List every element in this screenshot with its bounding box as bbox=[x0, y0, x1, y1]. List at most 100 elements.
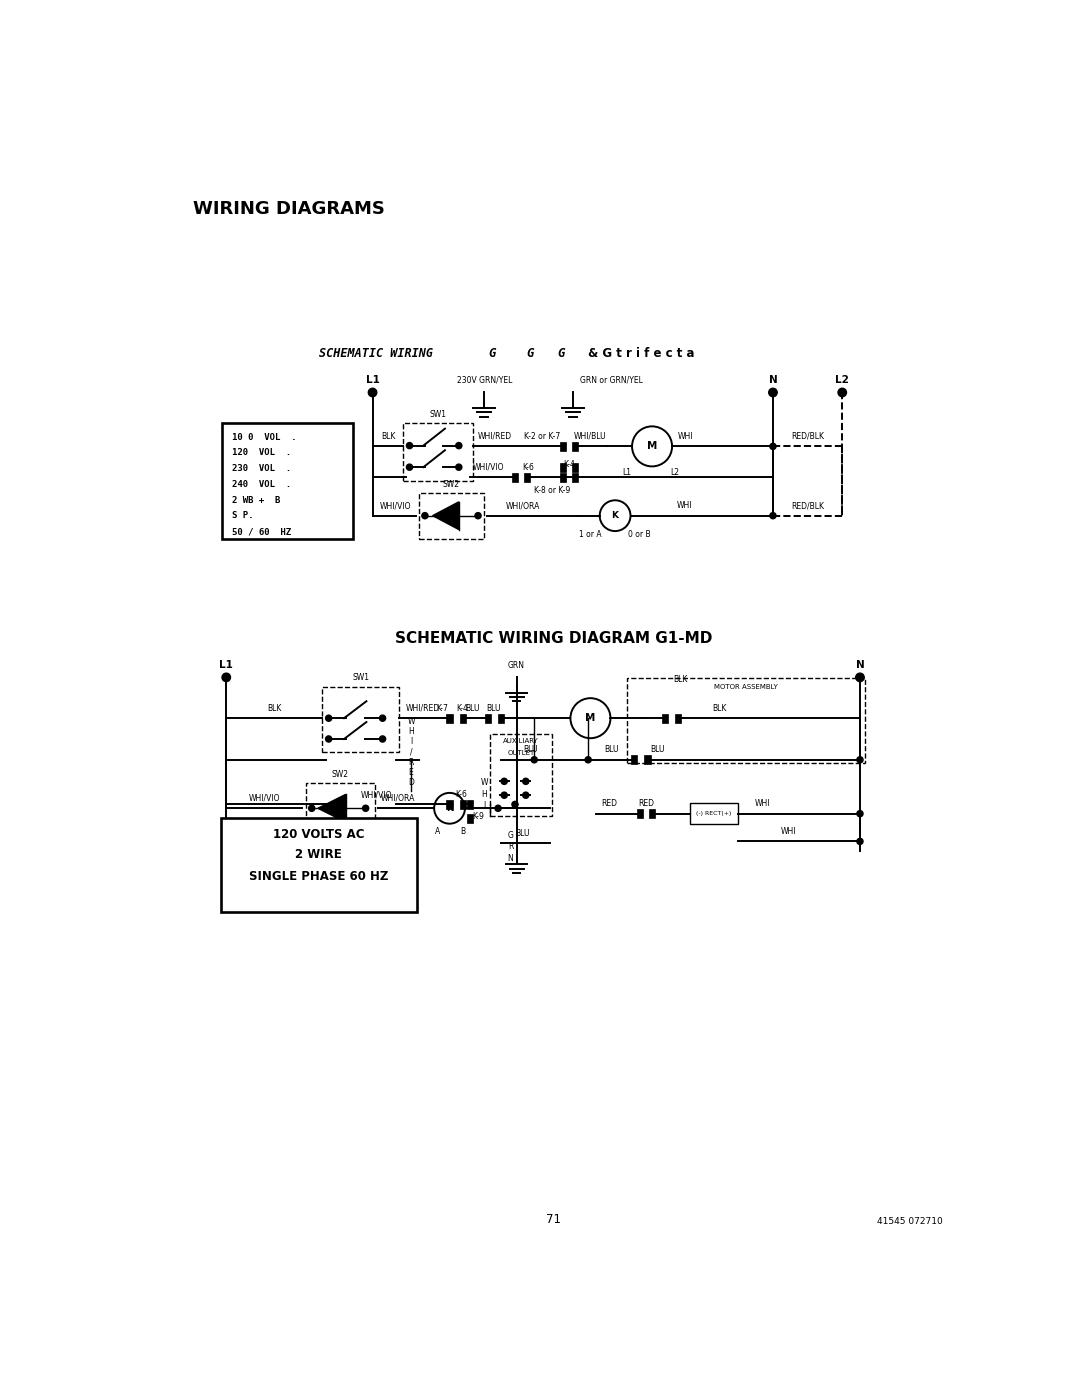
Circle shape bbox=[379, 715, 386, 721]
Bar bbox=[662, 714, 669, 722]
Circle shape bbox=[856, 810, 863, 817]
Text: BLK: BLK bbox=[712, 704, 726, 712]
Circle shape bbox=[406, 443, 413, 448]
Bar bbox=[468, 813, 473, 823]
Circle shape bbox=[770, 513, 777, 518]
Text: SW2: SW2 bbox=[443, 479, 460, 489]
Text: L2: L2 bbox=[835, 374, 849, 384]
Circle shape bbox=[838, 388, 847, 397]
Text: 0 or B: 0 or B bbox=[629, 529, 651, 538]
Text: H: H bbox=[482, 789, 487, 799]
Text: K-4: K-4 bbox=[457, 704, 469, 712]
Bar bbox=[626, 678, 865, 763]
Text: L2: L2 bbox=[671, 468, 679, 476]
Text: K-4: K-4 bbox=[563, 460, 575, 469]
Text: W: W bbox=[407, 717, 415, 726]
Text: GRN: GRN bbox=[508, 661, 525, 669]
Bar bbox=[559, 462, 566, 472]
Text: WHI/RED: WHI/RED bbox=[477, 432, 512, 441]
Circle shape bbox=[406, 464, 413, 471]
Polygon shape bbox=[433, 502, 459, 529]
Circle shape bbox=[512, 802, 518, 807]
Text: WHI/ORA: WHI/ORA bbox=[381, 793, 415, 803]
Bar bbox=[306, 782, 375, 831]
Text: SCHEMATIC WIRING: SCHEMATIC WIRING bbox=[319, 348, 433, 360]
Bar bbox=[446, 714, 453, 722]
Text: 120 VOLTS AC: 120 VOLTS AC bbox=[273, 827, 364, 841]
Text: N: N bbox=[855, 659, 864, 669]
Text: OUTLET: OUTLET bbox=[508, 750, 535, 756]
Circle shape bbox=[325, 715, 332, 721]
Text: RED/BLK: RED/BLK bbox=[791, 432, 824, 441]
Text: K-9: K-9 bbox=[473, 812, 485, 821]
Text: M: M bbox=[585, 714, 596, 724]
Text: /: / bbox=[409, 747, 413, 757]
Circle shape bbox=[222, 673, 230, 682]
Text: A: A bbox=[435, 827, 441, 835]
Text: D: D bbox=[408, 778, 414, 787]
Bar bbox=[323, 687, 400, 752]
Bar bbox=[524, 472, 530, 482]
Bar bbox=[468, 800, 473, 809]
Text: 50 / 60  HZ: 50 / 60 HZ bbox=[231, 527, 291, 536]
Text: G: G bbox=[508, 831, 513, 840]
Text: I: I bbox=[483, 802, 485, 810]
Bar bbox=[485, 714, 491, 722]
Text: K: K bbox=[446, 803, 453, 813]
Text: B: B bbox=[460, 827, 465, 835]
Text: 41545 072710: 41545 072710 bbox=[877, 1217, 943, 1227]
Bar bbox=[220, 819, 417, 912]
Text: R: R bbox=[408, 757, 414, 767]
Text: N: N bbox=[508, 854, 513, 863]
Text: WHI: WHI bbox=[677, 502, 692, 510]
Text: BLU: BLU bbox=[515, 828, 530, 838]
Text: GRN or GRN/YEL: GRN or GRN/YEL bbox=[580, 376, 644, 384]
Text: BLU: BLU bbox=[523, 746, 538, 754]
Text: 120  VOL  .: 120 VOL . bbox=[231, 448, 291, 457]
Text: BLU: BLU bbox=[650, 746, 664, 754]
Text: RED: RED bbox=[638, 799, 653, 809]
Bar bbox=[645, 756, 650, 764]
Bar bbox=[572, 472, 578, 482]
Text: WHI: WHI bbox=[781, 827, 796, 835]
Text: WHI/BLU: WHI/BLU bbox=[575, 432, 607, 441]
Text: 2 WIRE: 2 WIRE bbox=[295, 848, 342, 861]
Text: G: G bbox=[488, 348, 496, 360]
Text: L1: L1 bbox=[622, 468, 631, 476]
Text: 10 0  VOL  .: 10 0 VOL . bbox=[231, 433, 296, 441]
Text: BLU: BLU bbox=[604, 746, 619, 754]
Text: AUXILIARY: AUXILIARY bbox=[503, 738, 539, 745]
Text: & G t r i f e c t a: & G t r i f e c t a bbox=[589, 348, 694, 360]
Bar bbox=[490, 733, 552, 816]
Text: K-6: K-6 bbox=[523, 462, 535, 472]
Bar bbox=[559, 472, 566, 482]
Text: G: G bbox=[557, 348, 565, 360]
Text: WHI/VIO: WHI/VIO bbox=[380, 502, 411, 510]
Text: M: M bbox=[647, 441, 658, 451]
Text: BLK: BLK bbox=[381, 432, 395, 441]
Bar bbox=[632, 756, 637, 764]
Bar bbox=[572, 462, 578, 472]
Text: WHI/VIO: WHI/VIO bbox=[249, 793, 281, 803]
Text: WHI/VIO: WHI/VIO bbox=[472, 462, 503, 472]
Text: K-6: K-6 bbox=[455, 791, 467, 799]
Circle shape bbox=[368, 388, 377, 397]
Circle shape bbox=[856, 757, 863, 763]
Text: WHI: WHI bbox=[755, 799, 771, 809]
Circle shape bbox=[585, 757, 591, 763]
Text: SW1: SW1 bbox=[430, 409, 446, 419]
Text: 230  VOL  .: 230 VOL . bbox=[231, 464, 291, 474]
Text: SINGLE PHASE 60 HZ: SINGLE PHASE 60 HZ bbox=[249, 870, 389, 883]
Text: BLK: BLK bbox=[673, 675, 688, 685]
Text: N: N bbox=[769, 374, 778, 384]
Text: G: G bbox=[527, 348, 534, 360]
Text: WHI/VIO: WHI/VIO bbox=[361, 791, 392, 799]
Text: S P.: S P. bbox=[231, 511, 253, 521]
Circle shape bbox=[523, 792, 529, 798]
Text: WHI: WHI bbox=[678, 432, 693, 441]
Circle shape bbox=[523, 778, 529, 784]
Circle shape bbox=[855, 673, 864, 682]
Text: L1: L1 bbox=[366, 374, 379, 384]
Text: RED: RED bbox=[600, 799, 617, 809]
Text: H: H bbox=[408, 726, 414, 736]
